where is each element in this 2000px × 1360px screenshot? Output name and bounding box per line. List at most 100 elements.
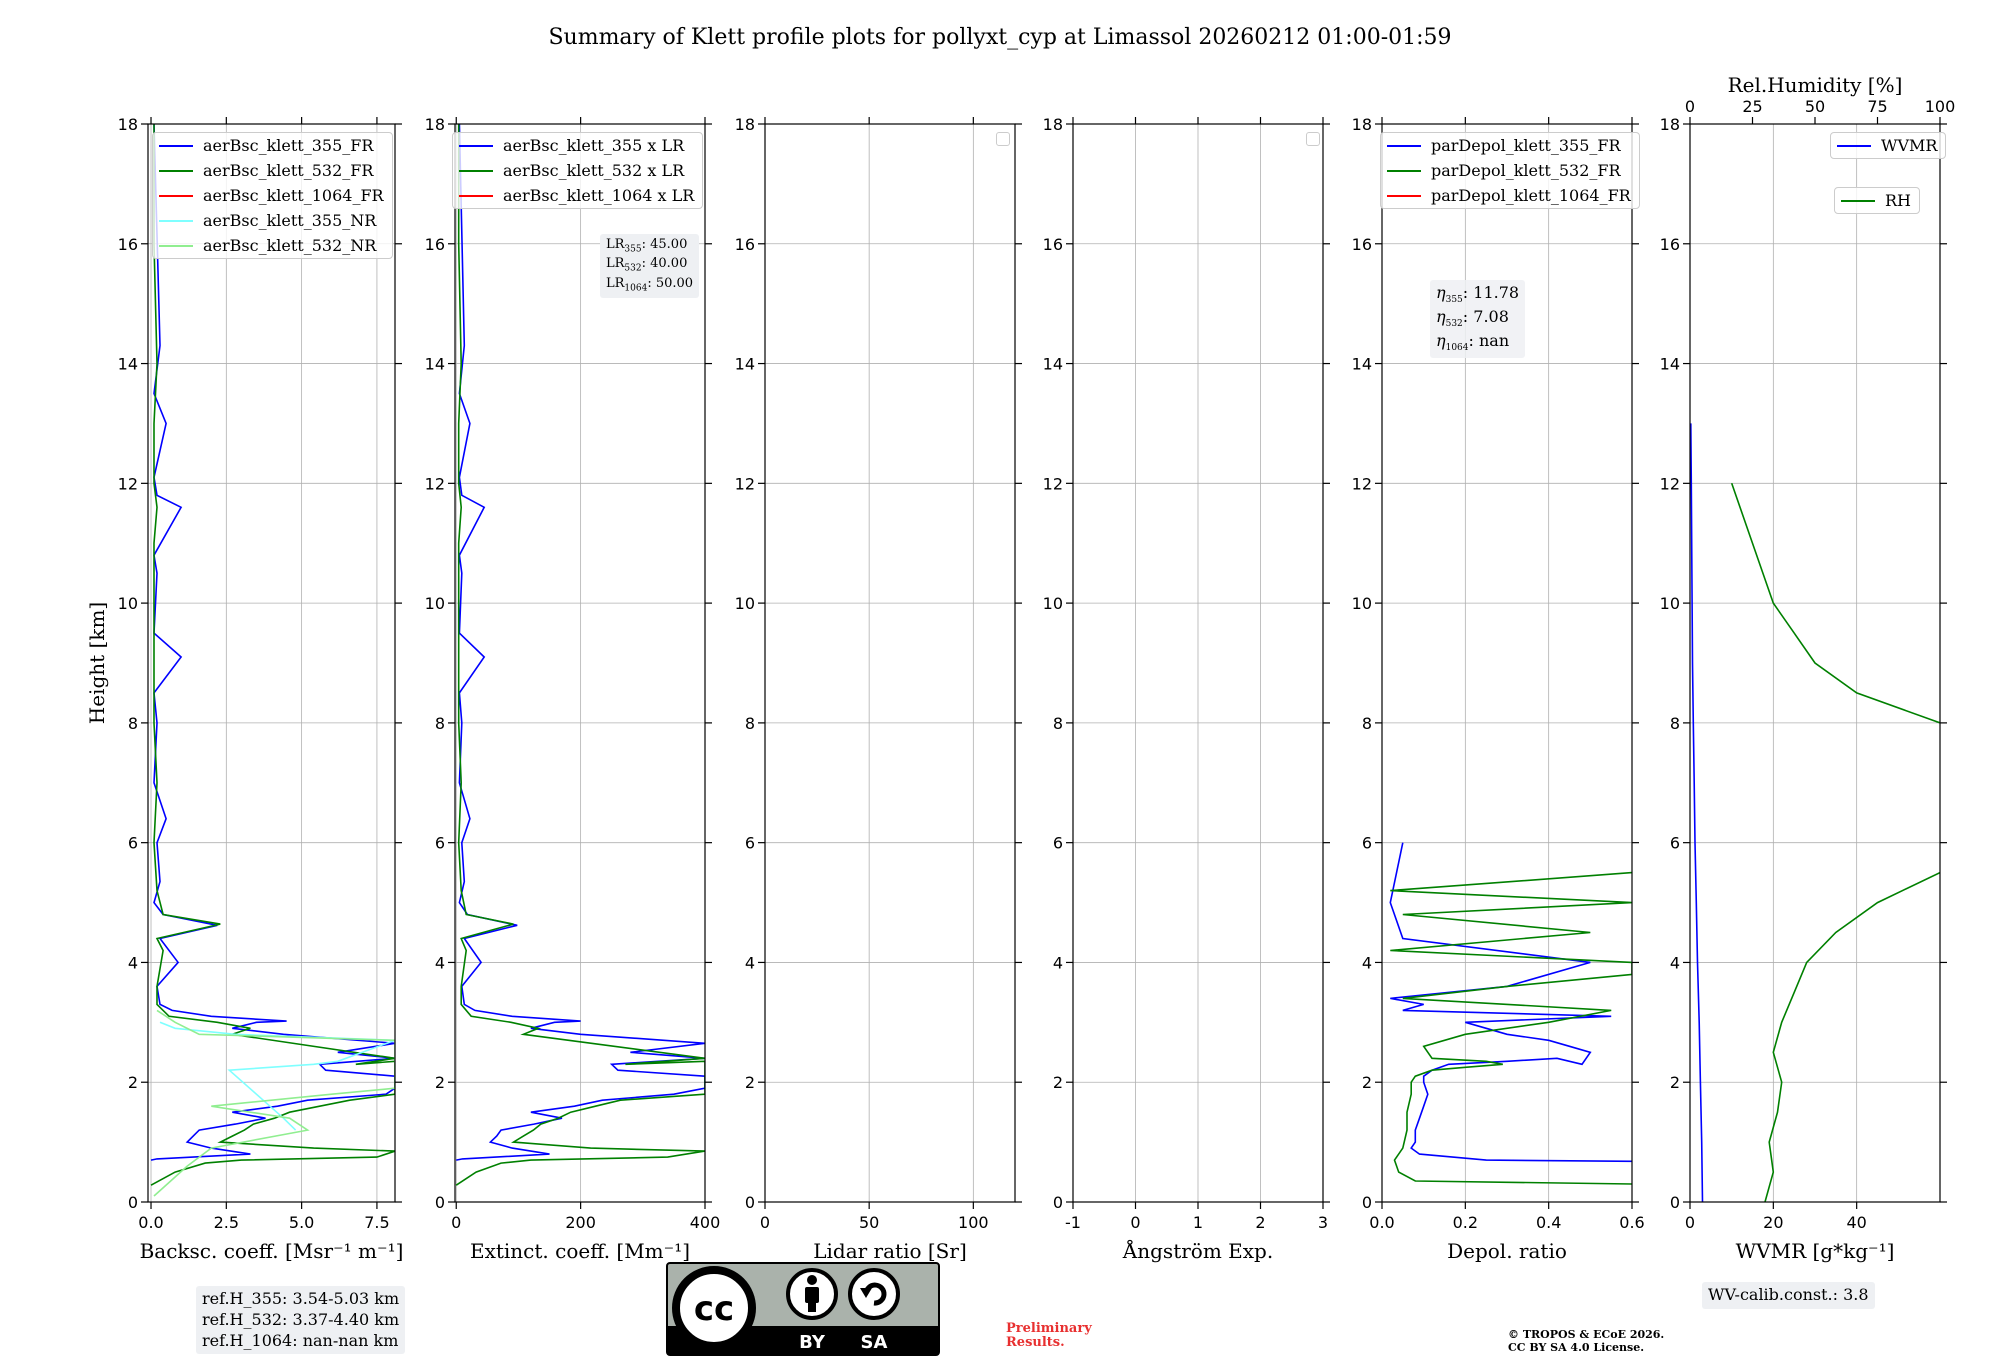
x-tick-label: 7.5 — [364, 1213, 389, 1232]
y-axis-label: Height [km] — [85, 602, 109, 724]
legend-item: aerBsc_klett_532_NR — [153, 233, 392, 258]
x-tick-label: -1 — [1065, 1213, 1081, 1232]
y-tick-label: 14 — [1352, 355, 1372, 374]
y-tick-label: 0 — [1670, 1193, 1680, 1212]
x-tick-label: 0 — [760, 1213, 770, 1232]
y-tick-label: 14 — [425, 355, 445, 374]
y-tick-label: 0 — [1053, 1193, 1063, 1212]
y-tick-label: 16 — [735, 235, 755, 254]
x-tick-label: 200 — [565, 1213, 596, 1232]
y-tick-label: 4 — [435, 953, 445, 972]
legend-item: aerBsc_klett_1064_FR — [153, 183, 392, 208]
y-tick-label: 2 — [1053, 1073, 1063, 1092]
y-tick-label: 10 — [1660, 594, 1680, 613]
y-tick-label: 12 — [1352, 474, 1372, 493]
x-tick-label: 0.6 — [1619, 1213, 1644, 1232]
legend-item: WVMR — [1831, 133, 1945, 158]
legend-depol: parDepol_klett_355_FR parDepol_klett_532… — [1380, 132, 1640, 209]
empty-legend-lidarratio — [996, 132, 1010, 146]
x-tick-label: 2.5 — [214, 1213, 239, 1232]
y-tick-label: 2 — [1670, 1073, 1680, 1092]
panel-lidarratio: 0 2 4 6 8 10 12 14 16 18 0 50 100 Lidar ratio [Sr] — [735, 115, 1022, 1263]
legend-item: parDepol_klett_532_FR — [1381, 158, 1639, 183]
cc-logo-icon — [672, 1266, 756, 1350]
y-tick-label: 8 — [1362, 714, 1372, 733]
x-tick-label: 0 — [1685, 1213, 1695, 1232]
y-tick-label: 2 — [1362, 1073, 1372, 1092]
y-tick-label: 8 — [1670, 714, 1680, 733]
x-tick-label: 0.2 — [1453, 1213, 1478, 1232]
series-parDepol_klett_355_FR — [1389, 842, 1632, 1163]
y-tick-label: 14 — [1660, 355, 1680, 374]
y-tick-label: 12 — [425, 474, 445, 493]
series-aerBsc_klett_355 x LR — [456, 124, 705, 1161]
series-RH — [1730, 483, 1940, 1202]
legend-item: aerBsc_klett_355_FR — [153, 133, 392, 158]
y-tick-label: 0 — [745, 1193, 755, 1212]
y-tick-label: 6 — [128, 834, 138, 853]
legend-item: aerBsc_klett_532_FR — [153, 158, 392, 183]
series-aerBsc_klett_532 x LR — [455, 124, 705, 1186]
x-tick-label: 3 — [1318, 1213, 1328, 1232]
y-tick-label: 16 — [1352, 235, 1372, 254]
x-axis-label: Extinct. coeff. [Mm⁻¹] — [470, 1239, 690, 1263]
y-tick-label: 18 — [118, 115, 138, 134]
y-tick-label: 0 — [128, 1193, 138, 1212]
legend-wvmr: WVMR — [1830, 132, 1947, 159]
series-group — [455, 124, 705, 1186]
y-tick-label: 2 — [435, 1073, 445, 1092]
by-attribution-icon — [786, 1268, 838, 1320]
x-tick-label: 0.4 — [1536, 1213, 1561, 1232]
x-tick-label: 50 — [859, 1213, 879, 1232]
y-tick-label: 10 — [735, 594, 755, 613]
y-tick-label: 18 — [735, 115, 755, 134]
series-aerBsc_klett_355_NR — [159, 1021, 395, 1131]
x-axis-label: Depol. ratio — [1447, 1239, 1567, 1263]
y-tick-label: 10 — [425, 594, 445, 613]
x-tick-label: 1 — [1193, 1213, 1203, 1232]
axes-frame — [1381, 123, 1633, 1203]
y-tick-label: 0 — [1362, 1193, 1372, 1212]
x-axis-label: Backsc. coeff. [Msr⁻¹ m⁻¹] — [140, 1239, 404, 1263]
legend-item: parDepol_klett_355_FR — [1381, 133, 1639, 158]
svg-text:BY: BY — [799, 1332, 826, 1353]
x-tick-label: 0 — [1130, 1213, 1140, 1232]
y-tick-label: 14 — [1043, 355, 1063, 374]
x-axis-label: Ångström Exp. — [1122, 1238, 1273, 1263]
y-tick-label: 6 — [1362, 834, 1372, 853]
y-tick-label: 10 — [1043, 594, 1063, 613]
y-tick-label: 4 — [1670, 953, 1680, 972]
y-tick-label: 14 — [735, 355, 755, 374]
y-tick-label: 10 — [118, 594, 138, 613]
panel-backscatter: 0 2 4 6 8 10 12 14 16 18 0.0 2.5 5.0 7.5 Backsc. coeff… — [85, 115, 403, 1263]
x-tick-label: 100 — [958, 1213, 989, 1232]
y-tick-label: 4 — [1053, 953, 1063, 972]
y-tick-label: 18 — [1043, 115, 1063, 134]
x-tick-label: 0 — [451, 1213, 461, 1232]
series-parDepol_klett_532_FR — [1390, 871, 1632, 1185]
x-tick-label: 40 — [1846, 1213, 1866, 1232]
cc-by-sa-badge: cc BY SA — [666, 1262, 940, 1356]
x2-tick-label: 25 — [1742, 97, 1762, 116]
reference-height-info: ref.H_355: 3.54-5.03 km ref.H_532: 3.37-… — [196, 1286, 406, 1355]
svg-text:cc: cc — [694, 1289, 734, 1329]
axes-frame — [764, 123, 1016, 1203]
x-tick-label: 20 — [1763, 1213, 1783, 1232]
legend-rh: RH — [1834, 187, 1920, 214]
x2-tick-label: 75 — [1867, 97, 1887, 116]
y-tick-label: 8 — [745, 714, 755, 733]
legend-item: aerBsc_klett_355 x LR — [453, 133, 702, 158]
y-tick-label: 18 — [1660, 115, 1680, 134]
series-WVMR — [1690, 423, 1704, 1202]
panel-depol: 0 2 4 6 8 10 12 14 16 18 0.0 0.2 0.4 0.6 Depol. ratio — [1352, 115, 1645, 1263]
x2-tick-label: 0 — [1685, 97, 1695, 116]
x-tick-label: 0.0 — [138, 1213, 163, 1232]
legend-item: RH — [1835, 188, 1919, 213]
y-tick-label: 6 — [1670, 834, 1680, 853]
figure-title: Summary of Klett profile plots for polly… — [548, 25, 1451, 50]
y-tick-label: 16 — [1660, 235, 1680, 254]
series-aerBsc_klett_532_FR — [150, 124, 395, 1186]
y-tick-label: 8 — [128, 714, 138, 733]
